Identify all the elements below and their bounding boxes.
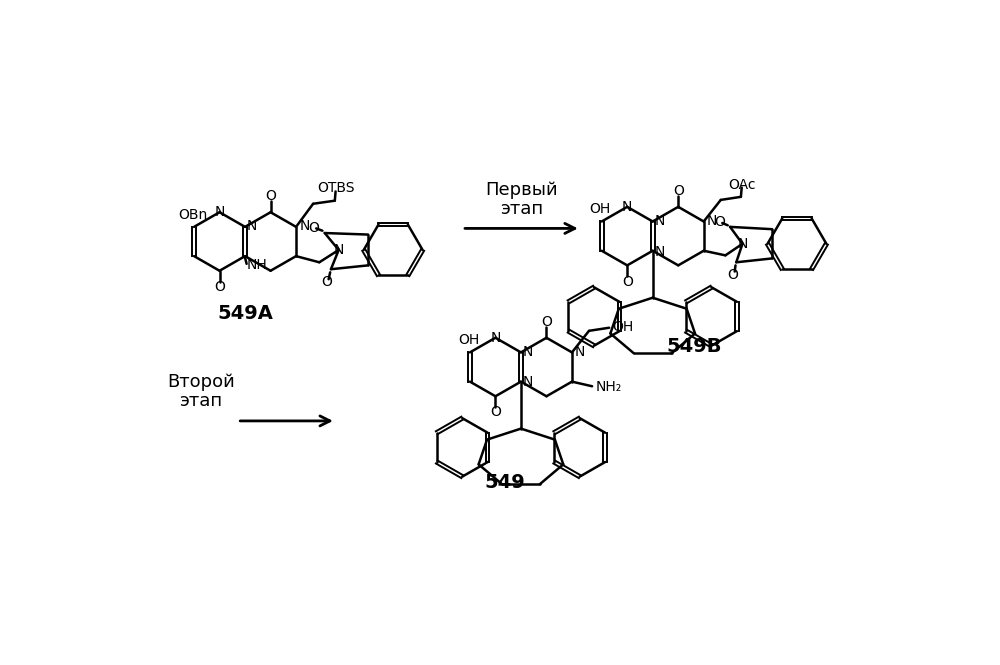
- Text: OH: OH: [590, 202, 611, 216]
- Text: 549: 549: [484, 473, 525, 492]
- Text: N: N: [490, 331, 501, 344]
- Text: N: N: [575, 344, 585, 358]
- Text: O: O: [541, 315, 552, 329]
- Text: OH: OH: [612, 320, 634, 334]
- Text: O: O: [214, 280, 225, 294]
- Text: O: O: [490, 406, 501, 420]
- Text: O: O: [715, 215, 725, 229]
- Text: 549A: 549A: [217, 304, 273, 323]
- Text: N: N: [334, 243, 344, 257]
- Text: N: N: [737, 237, 748, 251]
- Text: этап: этап: [500, 200, 543, 218]
- Text: NH₂: NH₂: [596, 380, 622, 394]
- Text: O: O: [728, 267, 739, 281]
- Text: O: O: [673, 184, 684, 198]
- Text: O: O: [622, 275, 633, 289]
- Text: этап: этап: [179, 392, 223, 410]
- Text: N: N: [247, 219, 257, 233]
- Text: OTBS: OTBS: [318, 182, 355, 196]
- Text: Второй: Второй: [167, 374, 235, 392]
- Text: N: N: [523, 376, 533, 390]
- Text: N: N: [299, 219, 310, 233]
- Text: N: N: [622, 200, 632, 214]
- Text: N: N: [654, 213, 665, 227]
- Text: NH: NH: [247, 259, 267, 273]
- Text: OBn: OBn: [178, 207, 207, 221]
- Text: N: N: [523, 344, 533, 358]
- Text: N: N: [214, 205, 225, 219]
- Text: Первый: Первый: [485, 181, 558, 199]
- Text: 549B: 549B: [667, 338, 722, 356]
- Text: N: N: [654, 245, 665, 259]
- Text: OH: OH: [458, 333, 479, 347]
- Text: OAc: OAc: [729, 178, 756, 192]
- Text: N: N: [707, 213, 717, 227]
- Text: O: O: [265, 189, 276, 203]
- Text: O: O: [308, 221, 319, 235]
- Text: O: O: [322, 275, 333, 289]
